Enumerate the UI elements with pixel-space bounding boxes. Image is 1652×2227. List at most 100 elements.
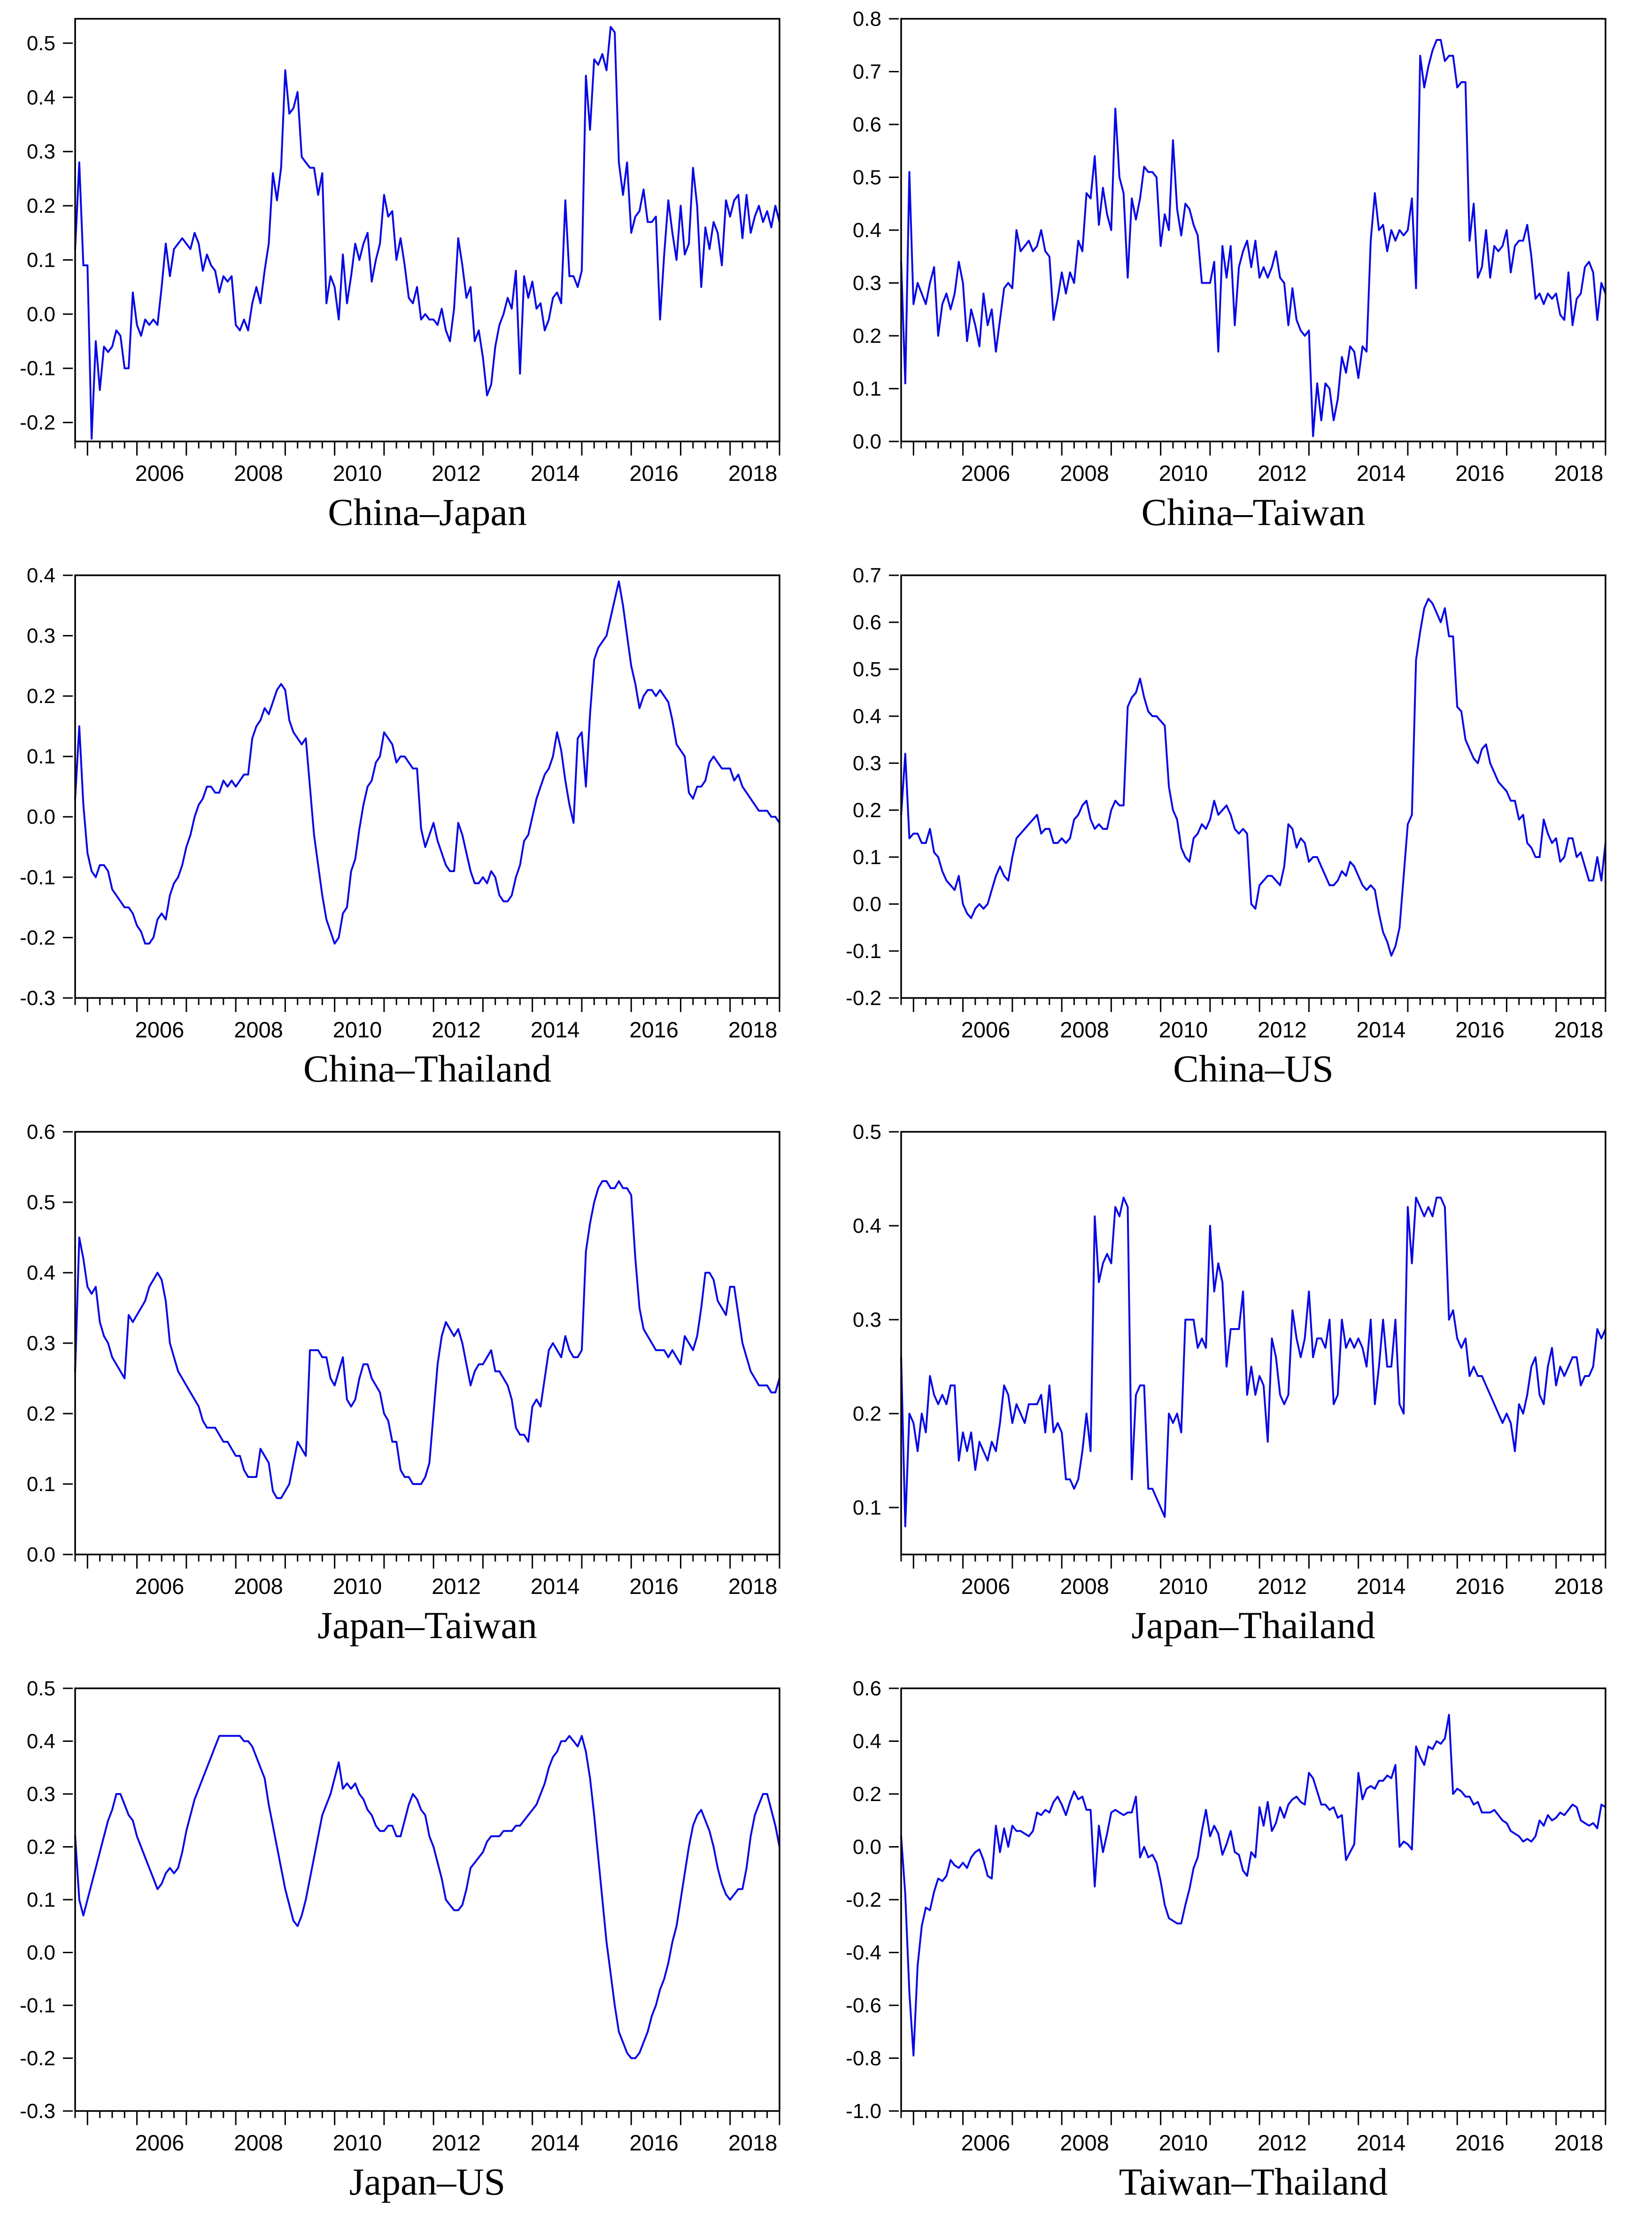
plot-china-thailand: -0.3 -0.2 -0.1 0.0 0.1 0.2 0.3 0.4 2006 2008 2010 2… xyxy=(20,564,780,1042)
svg-text:0.4: 0.4 xyxy=(27,1261,55,1284)
svg-text:2018: 2018 xyxy=(728,1574,778,1599)
svg-text:0.2: 0.2 xyxy=(853,1402,881,1425)
svg-text:0.1: 0.1 xyxy=(27,1473,55,1496)
svg-text:0.1: 0.1 xyxy=(27,248,55,271)
svg-text:2012: 2012 xyxy=(1258,1574,1307,1599)
svg-text:2010: 2010 xyxy=(333,1574,382,1599)
svg-text:0.8: 0.8 xyxy=(853,8,881,31)
svg-text:-0.2: -0.2 xyxy=(846,1888,881,1911)
svg-text:2008: 2008 xyxy=(234,461,283,486)
plot-china-taiwan: 0.0 0.1 0.2 0.3 0.4 0.5 0.6 0.7 0.8 2006 2008 2010 2… xyxy=(853,8,1606,486)
svg-text:2010: 2010 xyxy=(333,2130,382,2155)
chart-title-china-us: China–US xyxy=(1173,1047,1334,1090)
svg-text:0.0: 0.0 xyxy=(27,805,55,828)
chart-panel-china-taiwan: 0.0 0.1 0.2 0.3 0.4 0.5 0.6 0.7 0.8 2006 2008 2010 2… xyxy=(826,0,1652,557)
svg-text:-0.2: -0.2 xyxy=(846,987,881,1010)
svg-text:2008: 2008 xyxy=(1060,461,1109,486)
svg-text:0.2: 0.2 xyxy=(853,799,881,822)
svg-text:-0.2: -0.2 xyxy=(20,926,55,949)
svg-text:0.2: 0.2 xyxy=(27,194,55,217)
svg-text:2014: 2014 xyxy=(1357,1017,1406,1042)
svg-text:0.1: 0.1 xyxy=(27,745,55,768)
svg-text:0.2: 0.2 xyxy=(853,1783,881,1806)
svg-text:0.4: 0.4 xyxy=(27,1730,55,1753)
svg-text:0.3: 0.3 xyxy=(27,1783,55,1806)
svg-text:2016: 2016 xyxy=(629,1574,679,1599)
chart-panel-china-thailand: -0.3 -0.2 -0.1 0.0 0.1 0.2 0.3 0.4 2006 2008 2010 2… xyxy=(0,557,826,1113)
svg-text:2018: 2018 xyxy=(1554,461,1604,486)
chart-title-japan-thailand: Japan–Thailand xyxy=(1131,1604,1375,1647)
svg-text:0.2: 0.2 xyxy=(27,685,55,708)
svg-text:2012: 2012 xyxy=(1258,1017,1307,1042)
svg-text:2008: 2008 xyxy=(234,2130,283,2155)
chart-title-china-taiwan: China–Taiwan xyxy=(1141,491,1366,534)
svg-text:0.4: 0.4 xyxy=(853,705,881,728)
svg-text:0.7: 0.7 xyxy=(853,564,881,587)
svg-text:0.1: 0.1 xyxy=(853,1496,881,1519)
svg-text:0.6: 0.6 xyxy=(27,1121,55,1144)
chart-title-japan-us: Japan–US xyxy=(349,2160,506,2203)
svg-text:0.2: 0.2 xyxy=(853,325,881,348)
svg-text:2014: 2014 xyxy=(1357,461,1406,486)
svg-text:0.6: 0.6 xyxy=(853,1677,881,1700)
svg-text:-0.2: -0.2 xyxy=(20,2047,55,2070)
svg-text:2008: 2008 xyxy=(234,1574,283,1599)
svg-text:2014: 2014 xyxy=(531,461,580,486)
plot-china-us: -0.2 -0.1 0.0 0.1 0.2 0.3 0.4 0.5 0.6 0.7 2006 2008… xyxy=(846,564,1606,1042)
svg-text:0.2: 0.2 xyxy=(27,1835,55,1858)
svg-text:-1.0: -1.0 xyxy=(846,2100,881,2123)
svg-text:2014: 2014 xyxy=(531,1574,580,1599)
svg-text:2010: 2010 xyxy=(1159,2130,1208,2155)
svg-text:-0.1: -0.1 xyxy=(846,940,881,963)
svg-text:0.0: 0.0 xyxy=(27,1941,55,1964)
svg-text:0.4: 0.4 xyxy=(853,219,881,242)
svg-text:0.0: 0.0 xyxy=(853,430,881,453)
svg-text:2016: 2016 xyxy=(1455,461,1505,486)
svg-text:2006: 2006 xyxy=(961,1017,1011,1042)
svg-text:2016: 2016 xyxy=(1455,2130,1505,2155)
svg-text:2012: 2012 xyxy=(432,461,481,486)
svg-text:0.1: 0.1 xyxy=(853,846,881,869)
chart-panel-china-us: -0.2 -0.1 0.0 0.1 0.2 0.3 0.4 0.5 0.6 0.7 2006 2008… xyxy=(826,557,1652,1113)
svg-text:2016: 2016 xyxy=(629,461,679,486)
svg-text:2018: 2018 xyxy=(1554,2130,1604,2155)
svg-text:0.5: 0.5 xyxy=(853,166,881,189)
svg-text:2008: 2008 xyxy=(1060,1574,1109,1599)
plot-taiwan-thailand: -1.0 -0.8 -0.6 -0.4 -0.2 0.0 0.2 0.4 0.6 2006 2008… xyxy=(846,1677,1606,2155)
chart-panel-japan-taiwan: 0.0 0.1 0.2 0.3 0.4 0.5 0.6 2006 2008 2010 2012 201… xyxy=(0,1113,826,1670)
svg-text:0.4: 0.4 xyxy=(27,86,55,109)
svg-text:2012: 2012 xyxy=(1258,2130,1307,2155)
svg-text:0.0: 0.0 xyxy=(853,1835,881,1858)
chart-title-japan-taiwan: Japan–Taiwan xyxy=(317,1604,537,1647)
svg-text:2018: 2018 xyxy=(728,461,778,486)
svg-text:2010: 2010 xyxy=(1159,1017,1208,1042)
plot-japan-thailand: 0.1 0.2 0.3 0.4 0.5 2006 2008 2010 2012 2014 2016 2… xyxy=(853,1121,1606,1599)
svg-text:2018: 2018 xyxy=(728,1017,778,1042)
svg-text:2006: 2006 xyxy=(135,461,185,486)
svg-text:2012: 2012 xyxy=(432,1574,481,1599)
chart-title-china-japan: China–Japan xyxy=(328,491,527,534)
chart-panel-japan-us: -0.3 -0.2 -0.1 0.0 0.1 0.2 0.3 0.4 0.5 2006 2008 20… xyxy=(0,1670,826,2226)
svg-text:2010: 2010 xyxy=(333,1017,382,1042)
svg-text:2006: 2006 xyxy=(961,1574,1011,1599)
svg-text:0.4: 0.4 xyxy=(853,1214,881,1237)
svg-text:-0.8: -0.8 xyxy=(846,2047,881,2070)
chart-title-taiwan-thailand: Taiwan–Thailand xyxy=(1119,2160,1388,2203)
svg-text:-0.1: -0.1 xyxy=(20,357,55,380)
svg-text:-0.6: -0.6 xyxy=(846,1994,881,2017)
svg-text:0.2: 0.2 xyxy=(27,1402,55,1425)
svg-text:2012: 2012 xyxy=(1258,461,1307,486)
svg-text:2018: 2018 xyxy=(1554,1574,1604,1599)
svg-text:2014: 2014 xyxy=(531,1017,580,1042)
svg-text:2006: 2006 xyxy=(961,461,1011,486)
svg-text:-0.3: -0.3 xyxy=(20,2100,55,2123)
svg-text:0.0: 0.0 xyxy=(27,303,55,326)
svg-text:2008: 2008 xyxy=(234,1017,283,1042)
chart-panel-taiwan-thailand: -1.0 -0.8 -0.6 -0.4 -0.2 0.0 0.2 0.4 0.6 2006 2008… xyxy=(826,1670,1652,2226)
svg-text:2012: 2012 xyxy=(432,1017,481,1042)
svg-text:0.6: 0.6 xyxy=(853,113,881,136)
plot-china-japan: -0.2 -0.1 0.0 0.1 0.2 0.3 0.4 0.5 2006 2008 2010 20… xyxy=(20,18,780,486)
svg-text:0.1: 0.1 xyxy=(853,377,881,400)
svg-text:0.5: 0.5 xyxy=(853,1121,881,1144)
svg-text:-0.3: -0.3 xyxy=(20,987,55,1010)
